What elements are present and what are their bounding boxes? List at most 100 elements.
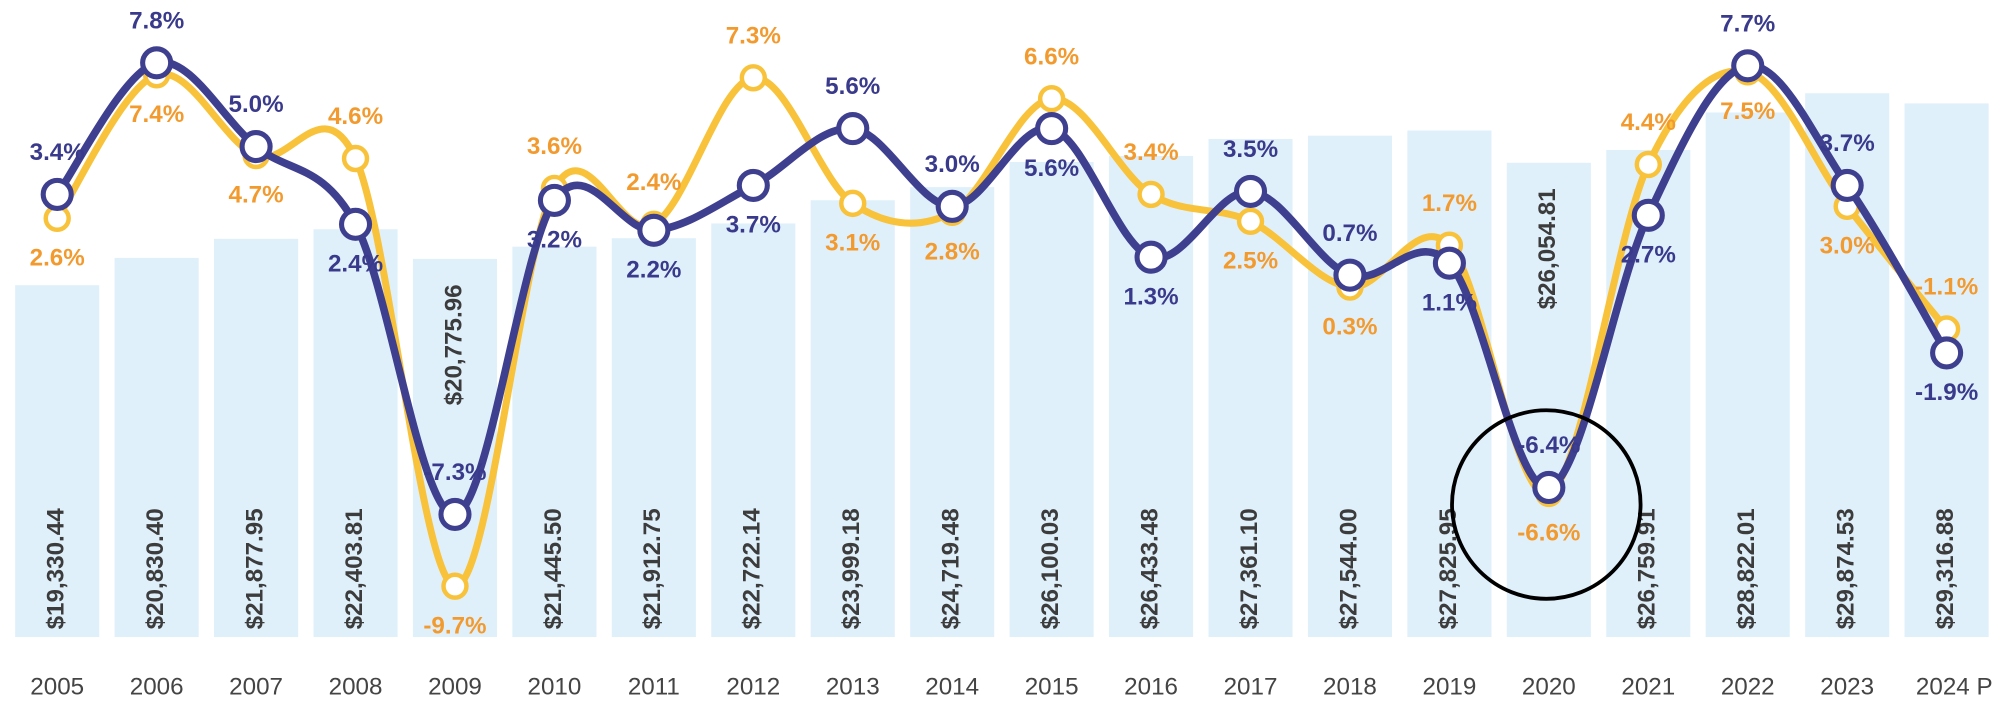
bar-value-label: $21,445.50	[540, 508, 567, 629]
line-marker	[1037, 84, 1066, 113]
x-tick-label: 2020	[1522, 673, 1576, 700]
bar	[1407, 130, 1492, 638]
line-value-label: 3.0%	[1820, 233, 1875, 260]
line-value-label: -1.1%	[1915, 274, 1978, 301]
line-value-label: 3.2%	[527, 227, 582, 254]
x-tick-label: 2016	[1124, 673, 1178, 700]
bar	[1307, 135, 1393, 638]
bar	[611, 238, 696, 638]
x-tick-label: 2007	[229, 673, 283, 700]
line-value-label: 3.7%	[726, 212, 781, 239]
line-value-label: 0.3%	[1322, 313, 1377, 340]
bar	[810, 200, 895, 638]
line-marker	[1236, 207, 1265, 236]
bar-value-label: $27,361.10	[1236, 508, 1263, 629]
line-value-label: 2.8%	[925, 239, 980, 266]
line-value-label: 2.4%	[328, 250, 383, 277]
bar	[1506, 162, 1591, 638]
line-value-label: 1.1%	[1422, 289, 1477, 316]
line-marker	[239, 129, 273, 164]
line-value-label: 3.4%	[1124, 139, 1179, 166]
bar-value-label: $22,722.14	[739, 508, 766, 630]
line-value-label: 7.7%	[1720, 10, 1775, 37]
bar-value-label: $26,433.48	[1136, 508, 1163, 629]
bar	[114, 257, 199, 638]
line-value-label: 3.7%	[1820, 130, 1875, 157]
highlight-ring	[1450, 408, 1643, 601]
line-marker	[438, 497, 472, 531]
bar	[1904, 103, 1989, 638]
x-tick-label: 2014	[925, 673, 979, 700]
bar	[512, 246, 597, 638]
line-marker	[839, 189, 867, 218]
line-value-label: 3.4%	[30, 139, 85, 166]
x-tick-label: 2006	[130, 673, 184, 700]
line-value-label: -7.3%	[423, 459, 486, 486]
x-tick-label: 2019	[1422, 673, 1476, 700]
bar	[214, 238, 299, 638]
x-tick-label: 2011	[628, 673, 680, 700]
line-value-label: 2.7%	[1621, 241, 1676, 268]
line-value-label: -6.6%	[1517, 520, 1580, 547]
line-value-label: -1.9%	[1915, 379, 1978, 406]
bar-value-label: $20,830.40	[142, 508, 169, 629]
bar	[1009, 161, 1094, 638]
line-marker	[1134, 240, 1168, 274]
bar-value-label: $27,825.95	[1435, 508, 1462, 629]
line-value-label: 5.6%	[825, 73, 880, 100]
bar-value-label: $29,874.53	[1833, 508, 1860, 629]
line-value-label: 3.5%	[1223, 136, 1278, 163]
line-layer	[40, 46, 1964, 600]
line-marker	[338, 207, 373, 241]
line-value-label: 3.0%	[925, 151, 980, 178]
bar-value-label: $24,719.48	[938, 508, 965, 629]
line-value-label: 3.6%	[527, 133, 582, 160]
line-value-label: 6.6%	[1024, 43, 1079, 70]
line-marker	[637, 213, 671, 247]
line-marker	[736, 168, 770, 202]
line-marker	[935, 189, 969, 223]
line-marker	[739, 64, 768, 92]
line-value-label: 4.6%	[328, 103, 383, 130]
line-value-label: 4.4%	[1621, 109, 1676, 136]
line-value-label: 2.2%	[626, 256, 681, 283]
line-marker	[1634, 150, 1662, 179]
line-marker	[1830, 168, 1864, 202]
bar-value-label: $23,999.18	[838, 508, 865, 629]
line-value-label: -6.4%	[1517, 432, 1580, 459]
line-value-label: 2.5%	[1223, 247, 1278, 274]
line-marker	[1930, 336, 1964, 370]
x-tick-label: 2012	[726, 673, 780, 700]
x-tick-label: 2010	[528, 673, 582, 700]
bar-value-label: $22,403.81	[341, 508, 368, 629]
line-value-label: 2.4%	[626, 169, 681, 196]
line-marker	[40, 177, 74, 211]
bar-value-label: $21,877.95	[241, 508, 268, 629]
bar	[1705, 112, 1790, 638]
bar-value-label: $19,330.44	[43, 508, 70, 630]
line-value-label: 7.3%	[726, 22, 781, 49]
bar-value-label: $28,822.01	[1733, 508, 1760, 629]
bar-value-label: $29,316.88	[1932, 508, 1959, 629]
line-marker	[836, 112, 870, 146]
line-value-label: 2.6%	[30, 244, 85, 271]
line-value-label: 7.5%	[1720, 98, 1775, 125]
bar	[711, 223, 796, 638]
line-marker	[1432, 246, 1466, 280]
line-marker	[1532, 470, 1566, 505]
line-value-label: -9.7%	[423, 612, 486, 639]
label-layer: $19,330.44 2005 $20,830.40 2006 $21,877.95 20…	[30, 7, 1993, 700]
line-value-label: 7.8%	[129, 7, 184, 34]
line-value-label: 5.6%	[1024, 155, 1079, 182]
line-marker	[537, 183, 571, 217]
line-value-label: 5.0%	[229, 91, 284, 118]
x-tick-label: 2009	[428, 673, 482, 700]
x-tick-label: 2013	[826, 673, 880, 700]
bar	[910, 187, 995, 638]
bar	[15, 285, 100, 638]
x-tick-label: 2008	[329, 673, 383, 700]
bar-value-label: $21,912.75	[639, 508, 666, 629]
x-tick-label: 2018	[1323, 673, 1377, 700]
line-value-label: 1.3%	[1124, 283, 1179, 310]
